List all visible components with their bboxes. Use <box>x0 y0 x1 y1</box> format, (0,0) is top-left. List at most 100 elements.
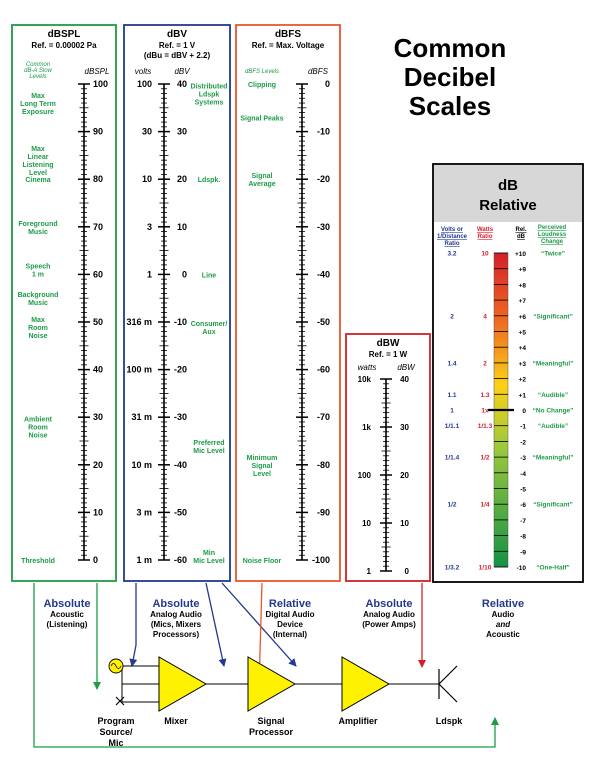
relative-volts-ratio: 2 <box>450 313 454 320</box>
category-relative-digital-audio-title: Relative <box>269 598 311 610</box>
relative-tick-label: +9 <box>519 267 527 274</box>
dbv-volts-label: 10 <box>142 174 152 184</box>
label-mixer: Mixer <box>164 716 188 726</box>
panel-dbw-ref: Ref. = 1 W <box>369 350 408 359</box>
relative-tick-label: -5 <box>520 487 526 494</box>
dbspl-level-label: Cinema <box>25 177 50 184</box>
relative-loudness-change: “Audible” <box>538 423 568 430</box>
relative-watts-ratio: 1/4 <box>480 502 489 509</box>
dbv-tick-label: 20 <box>177 174 187 184</box>
dbspl-scale-ticks <box>78 83 90 561</box>
signal-chain-labels: Program Source/ Mic Mixer Signal Process… <box>97 716 463 748</box>
panel-relative-title-bg <box>434 165 582 222</box>
dbw-tick-label: 10 <box>400 519 409 528</box>
dbw-unit-watts: watts <box>358 363 377 372</box>
dbw-tick-label: 40 <box>400 375 409 384</box>
relative-watts-ratio: 10 <box>481 251 489 258</box>
arrow-analog-to-mixer-out <box>205 582 227 667</box>
relative-tick-label: +8 <box>519 282 527 289</box>
relative-col-header-volts-3: Ratio <box>445 241 460 247</box>
relative-tick-label: -6 <box>520 502 526 509</box>
category-relative-audio-acoustic-title: Relative <box>482 598 524 610</box>
relative-tick-label: -1 <box>520 424 526 431</box>
dbw-tick-label: 30 <box>400 423 409 432</box>
mixer-triangle-icon <box>158 656 208 712</box>
relative-scale-numbers: +10+9+8+7+6+5+4+3+2+10-1-2-3-4-5-6-7-8-9… <box>515 251 526 572</box>
dbfs-tick-label: -10 <box>317 127 330 137</box>
dbv-volts-label: 1 m <box>136 555 152 565</box>
dbv-volts-label: 10 m <box>131 460 152 470</box>
dbspl-tick-label: 0 <box>93 555 98 565</box>
category-relative-audio-acoustic-line-2: and <box>496 620 511 629</box>
dbfs-tick-label: -50 <box>317 317 330 327</box>
panel-dbfs: dBFS Ref. = Max. Voltage dBFS Levels dBF… <box>235 24 341 582</box>
relative-tick-label: +3 <box>519 361 527 368</box>
relative-col-header-volts-1: Volts or <box>441 227 464 233</box>
category-relative-audio-acoustic-line-3: Acoustic <box>486 630 520 639</box>
category-absolute-acoustic-title: Absolute <box>43 598 90 610</box>
dbv-level-label: Distributed Ldspk Systems <box>191 84 228 107</box>
label-program-source-3: Mic <box>108 738 123 748</box>
dbfs-level-labels: Clipping Signal Peaks Signal Average Minimum… <box>240 82 283 565</box>
dbspl-tick-label: 70 <box>93 222 103 232</box>
dbfs-level-label: Noise Floor <box>243 558 282 565</box>
relative-volts-ratio: 1.1 <box>447 392 456 399</box>
panel-dbspl-ref: Ref. = 0.00002 Pa <box>31 41 97 50</box>
dbv-level-label: Preferred Mic Level <box>193 440 225 455</box>
category-absolute-power-amps-line-2: (Power Amps) <box>362 620 416 629</box>
dbspl-level-label: Speech 1 m <box>26 264 51 279</box>
signal-processor-triangle-icon <box>247 656 297 712</box>
dbspl-tick-label: 20 <box>93 460 103 470</box>
relative-volts-ratio: 1.4 <box>447 360 456 367</box>
dbv-unit-volts: volts <box>135 67 151 76</box>
dbv-tick-label: -10 <box>174 317 187 327</box>
relative-tick-label: +2 <box>519 377 527 384</box>
dbv-volts-label: 100 m <box>126 365 152 375</box>
relative-tick-label: +7 <box>519 298 527 305</box>
relative-tick-label: -9 <box>520 549 526 556</box>
dbw-unit-dbw: dBW <box>397 363 416 372</box>
dbfs-tick-label: -20 <box>317 174 330 184</box>
dbfs-tick-label: -80 <box>317 460 330 470</box>
relative-col-header-watts: Watts Ratio <box>477 227 494 240</box>
main-title: Common Decibel Scales <box>394 33 507 121</box>
dbv-volts-label: 100 <box>137 79 152 89</box>
relative-tick-label: -10 <box>517 565 527 572</box>
dbfs-unit-levels: dBFS Levels <box>245 69 279 75</box>
dbv-volts-label: 3 <box>147 222 152 232</box>
dbfs-tick-label: -70 <box>317 412 330 422</box>
relative-col-header-reldb-2: dB <box>517 234 526 240</box>
category-relative-audio-acoustic: Relative Audio and Acoustic <box>482 598 524 639</box>
loudspeaker-icon <box>438 665 458 703</box>
dbspl-level-label: Max Long Term Exposure <box>20 93 56 116</box>
relative-col-header-volts: Volts or 1/Distance Ratio <box>437 227 468 247</box>
connector-arrows <box>33 582 499 748</box>
dbw-watts-label: 1k <box>362 423 371 432</box>
dbv-level-label: Ldspk. <box>198 177 221 184</box>
dbv-tick-label: 40 <box>177 79 187 89</box>
panel-dbv-frame <box>123 24 231 582</box>
dbv-volts-label: 1 <box>147 269 152 279</box>
main-title-line-1: Common <box>394 33 507 63</box>
category-headings: Absolute Acoustic (Listening) Absolute A… <box>43 598 524 639</box>
relative-volts-ratio: 3.2 <box>447 251 456 258</box>
arrow-acoustic-loop <box>33 583 499 748</box>
relative-watts-ratio: 1/2 <box>480 455 489 462</box>
relative-col-header-loudness: Perceived Loudness Change <box>538 225 567 245</box>
dbfs-tick-label: -90 <box>317 507 330 517</box>
relative-watts-ratio: 1/10 <box>479 565 492 572</box>
dbfs-level-label: Minimum Signal Level <box>247 455 278 478</box>
dbfs-tick-label: -60 <box>317 365 330 375</box>
main-title-line-2: Decibel <box>404 62 497 92</box>
arrow-analog-to-mic <box>129 583 138 667</box>
category-relative-digital-audio-line-2: Device <box>277 620 303 629</box>
dbfs-level-label: Signal Average <box>248 173 275 188</box>
dbfs-scale-ticks <box>296 83 308 561</box>
relative-col-header-watts-2: Ratio <box>478 234 493 240</box>
dbspl-side-note: Common dB-A Slow Levels <box>24 62 52 80</box>
relative-tick-label: +5 <box>519 330 527 337</box>
main-title-line-3: Scales <box>409 91 491 121</box>
dbfs-level-label: Clipping <box>248 82 276 89</box>
category-absolute-analog-audio: Absolute Analog Audio (Mics, Mixers Proc… <box>150 598 202 639</box>
